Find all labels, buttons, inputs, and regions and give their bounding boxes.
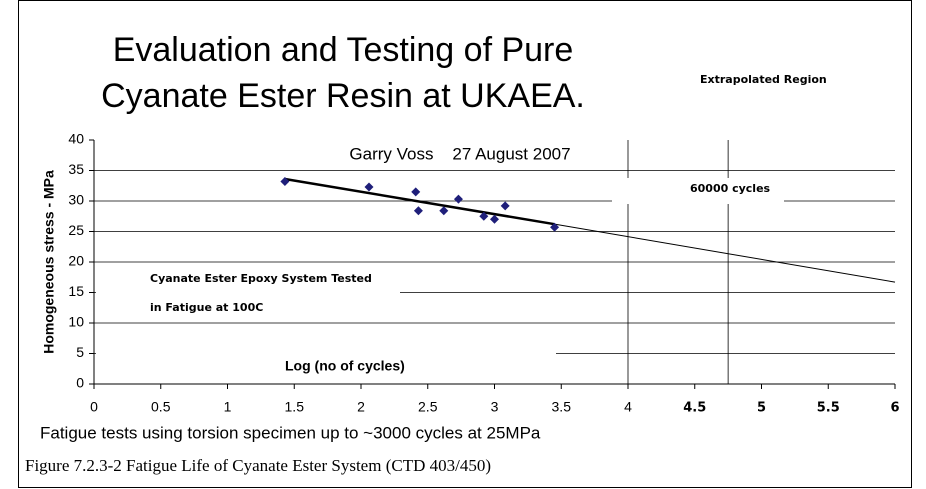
x-tick-label: 2 [357, 399, 365, 415]
y-tick-label: 20 [68, 253, 84, 269]
data-point [439, 206, 449, 216]
subtitle-box [300, 141, 622, 169]
annotation: in Fatigue at 100C [150, 301, 263, 314]
system-box [96, 265, 400, 320]
x-tick-label: 6 [890, 401, 899, 416]
data-point [550, 222, 560, 232]
x-tick-label: 1 [224, 399, 232, 415]
x-tick-label: 5 [757, 401, 766, 416]
frame [18, 0, 912, 488]
annotation: Cyanate Ester Epoxy System Tested [150, 272, 372, 285]
x-tick-label: 2.5 [418, 399, 438, 415]
x-tick-label: 3.5 [552, 399, 572, 415]
x-tick-label: 1.5 [285, 399, 305, 415]
data-point [490, 214, 499, 224]
caption: Figure 7.2.3-2 Fatigue Life of Cyanate E… [25, 456, 491, 475]
data-point [413, 206, 423, 216]
overlay: Evaluation and Testing of Pure Cyanate E… [25, 31, 827, 475]
y-tick-label: 35 [68, 161, 84, 177]
y-tick-label: 25 [68, 222, 84, 238]
trend-line [284, 177, 555, 226]
data-point [500, 201, 510, 211]
x-tick-label: 0 [90, 399, 98, 415]
annotation: Extrapolated Region [700, 73, 827, 86]
y-tick-label: 30 [68, 192, 84, 208]
x-axis-label: Fatigue tests using torsion specimen up … [40, 423, 541, 442]
data-point [453, 194, 463, 204]
chart-title: Evaluation and Testing of Pure [113, 31, 574, 69]
log-box [96, 350, 556, 380]
extrapolation-line [554, 223, 896, 283]
x-tick-label: 4 [624, 399, 632, 415]
annotation: 60000 cycles [690, 182, 771, 195]
cycles-box [612, 178, 784, 204]
x-tick-label: 5.5 [817, 401, 840, 416]
data-point [280, 176, 290, 186]
y-tick-label: 15 [68, 283, 84, 299]
data-point [411, 187, 421, 197]
chart-title: Cyanate Ester Resin at UKAEA. [101, 77, 585, 115]
y-tick-label: 10 [68, 314, 84, 330]
x-tick-label: 0.5 [151, 399, 171, 415]
data-point [364, 182, 374, 192]
y-axis-label: Homogeneous stress - MPa [41, 170, 57, 354]
y-tick-label: 5 [76, 344, 84, 360]
y-tick-label: 40 [68, 131, 84, 147]
x-tick-label: 4.5 [683, 401, 706, 416]
annotation: Log (no of cycles) [285, 358, 405, 374]
data-layer [280, 176, 896, 283]
y-tick-label: 0 [76, 375, 84, 391]
data-point [479, 211, 489, 221]
x-tick-label: 3 [491, 399, 499, 415]
subtitle: Garry Voss 27 August 2007 [349, 144, 570, 163]
